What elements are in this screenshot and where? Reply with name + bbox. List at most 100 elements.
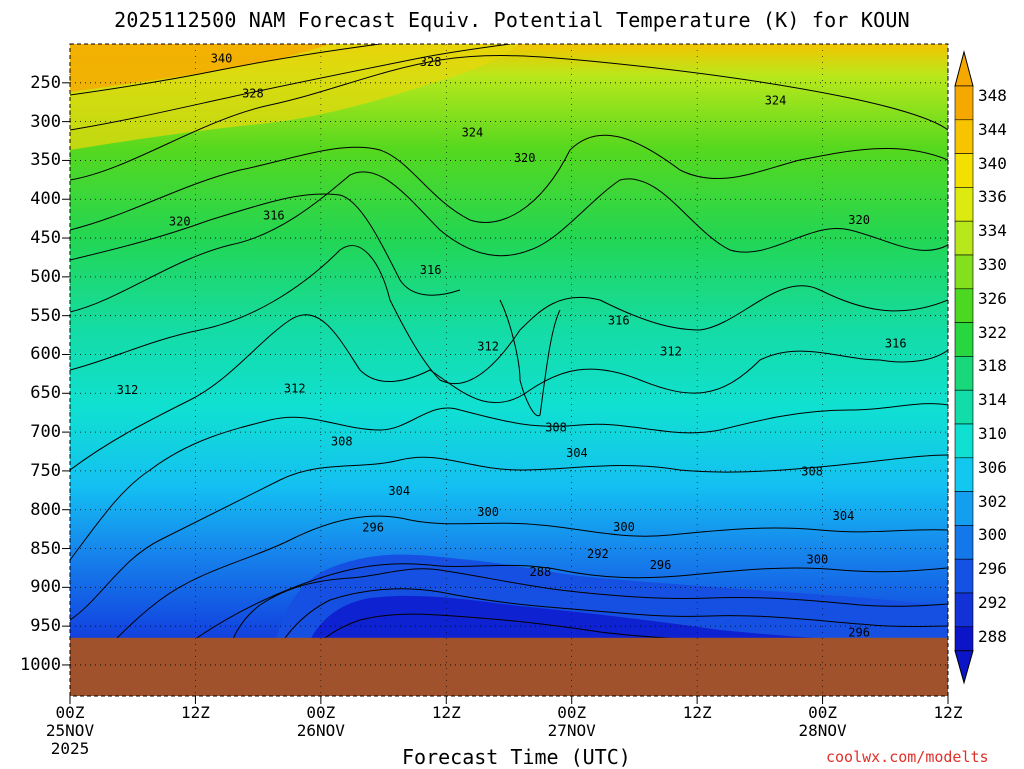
- contour-line: [269, 588, 948, 666]
- x-tick-time-label: 12Z: [933, 703, 963, 722]
- contour-label: 304: [566, 446, 588, 460]
- contour-label-text: 328: [242, 87, 264, 101]
- colorbar-swatch: [954, 322, 974, 357]
- contour-label: 324: [765, 94, 787, 108]
- contour-label: 324: [462, 125, 484, 139]
- x-tick-time-label: 00Z: [306, 703, 336, 722]
- contour-label: 320: [169, 215, 191, 229]
- contour-label-text: 296: [362, 521, 384, 535]
- contour-label: 328: [242, 87, 264, 101]
- contour-label-text: 300: [807, 552, 829, 566]
- colorbar-swatch: [954, 85, 974, 121]
- contour-label-text: 320: [514, 151, 536, 165]
- colorbar-swatch: [954, 187, 974, 222]
- contour-label-text: 308: [801, 465, 823, 479]
- contour-label: 312: [284, 382, 306, 396]
- colorbar-swatch: [954, 254, 974, 290]
- colorbar-swatch: [954, 153, 974, 188]
- x-axis-label: Forecast Time (UTC): [402, 745, 631, 769]
- colorbar-tick-label: 336: [978, 187, 1007, 207]
- contour-label: 308: [545, 420, 567, 434]
- contour-label-text: 340: [211, 52, 233, 66]
- plot-frame: [69, 43, 949, 697]
- ground-surface: [70, 637, 948, 696]
- contour-line: [70, 55, 948, 181]
- y-tick-label: 250: [30, 72, 61, 93]
- contour-label: 292: [587, 547, 609, 561]
- x-tick-time-label: 12Z: [431, 703, 461, 722]
- colorbar-tick-label: 334: [978, 221, 1007, 241]
- contour-line: [70, 245, 948, 385]
- contour-label-text: 312: [477, 340, 499, 354]
- hot-top-shade: [70, 44, 330, 92]
- contour-label-text: 304: [388, 484, 410, 498]
- contour-line: [70, 454, 948, 621]
- y-tick-label: 550: [30, 305, 61, 326]
- contour-label: 316: [263, 209, 285, 223]
- year-label: 2025: [50, 739, 90, 758]
- contour-line: [70, 44, 511, 131]
- colorbar-swatch: [954, 220, 974, 256]
- contour-label: 308: [801, 465, 823, 479]
- x-tick-date-label: 27NOV: [547, 721, 596, 740]
- colorbar-tick-label: 306: [978, 457, 1007, 477]
- contour-label: 308: [331, 434, 353, 448]
- colorbar-swatch: [954, 457, 974, 492]
- contour-label: 316: [420, 263, 442, 277]
- contour-label: 304: [388, 484, 410, 498]
- colorbar-swatch: [954, 288, 974, 323]
- contour-line: [70, 134, 948, 231]
- colorbar-tick-label: 296: [978, 559, 1007, 579]
- contour-label-text: 328: [420, 55, 442, 69]
- contour-label: 320: [514, 151, 536, 165]
- y-tick-label: 700: [30, 422, 61, 443]
- x-tick-time-label: 00Z: [55, 703, 85, 722]
- contour-line: [499, 299, 561, 417]
- colorbar-swatch: [954, 119, 974, 154]
- contour-label-text: 304: [566, 446, 588, 460]
- contour-label: 288: [530, 565, 552, 579]
- x-axis: [69, 696, 949, 704]
- contour-label-text: 320: [169, 215, 191, 229]
- y-tick-label: 750: [30, 460, 61, 481]
- contour-line: [70, 44, 381, 96]
- y-tick-label: 400: [30, 189, 61, 210]
- contour-label: 320: [848, 213, 870, 227]
- contour-label-text: 296: [848, 625, 870, 639]
- x-tick-time-label: 12Z: [682, 703, 712, 722]
- contour-label: 340: [211, 52, 233, 66]
- contour-label-text: 308: [331, 434, 353, 448]
- colorbar-swatch: [954, 356, 974, 391]
- contour-line: [70, 314, 948, 471]
- colorbar-tick-label: 310: [978, 424, 1007, 443]
- x-tick-date-label: 26NOV: [296, 721, 345, 740]
- y-tick-label: 1000: [20, 654, 61, 675]
- contour-label-text: 316: [263, 209, 285, 223]
- colorbar-tick-label: 288: [978, 626, 1007, 646]
- x-tick-time-label: 12Z: [180, 703, 210, 722]
- colorbar-swatch: [954, 558, 974, 594]
- contour-line: [70, 171, 948, 313]
- contour-lines: [70, 44, 948, 696]
- y-tick-label: 500: [30, 266, 61, 287]
- contour-label: 312: [117, 383, 139, 397]
- colorbar-tick-label: 322: [978, 322, 1007, 342]
- y-tick-label: 350: [30, 150, 61, 171]
- contour-line: [70, 403, 948, 561]
- colorbar-swatch: [954, 626, 974, 652]
- contour-label: 296: [362, 521, 384, 535]
- x-tick-date-label: 25NOV: [45, 721, 95, 740]
- contour-label: 312: [477, 340, 499, 354]
- contour-line: [70, 515, 948, 681]
- contour-label-text: 308: [545, 420, 567, 434]
- contour-label: 296: [848, 625, 870, 639]
- y-tick-label: 850: [30, 538, 61, 559]
- contour-label-text: 324: [462, 125, 484, 139]
- colorbar-swatch: [954, 491, 974, 526]
- y-tick-label: 600: [30, 344, 61, 365]
- contour-label-text: 312: [117, 383, 139, 397]
- colorbar-tick-label: 314: [978, 390, 1007, 410]
- contour-label-text: 296: [650, 558, 672, 572]
- contour-label-text: 288: [530, 565, 552, 579]
